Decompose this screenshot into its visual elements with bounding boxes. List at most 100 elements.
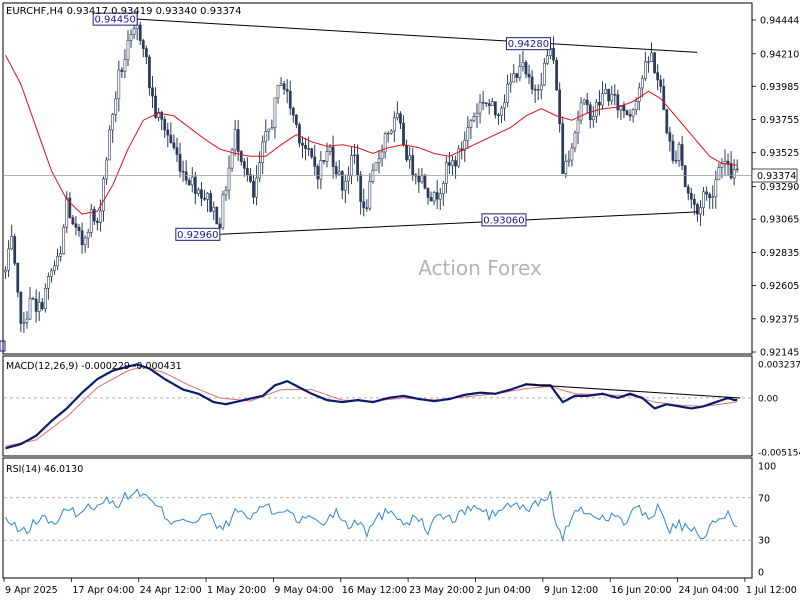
candle-body (524, 62, 528, 75)
candle-body (383, 133, 387, 153)
macd-tick-label: -0.005154 (758, 449, 800, 459)
candle-body (105, 159, 108, 180)
time-tick-label: 2 Jun 04:00 (476, 585, 530, 596)
macd-tick-label: 0.003237 (758, 361, 800, 371)
candle-body (720, 163, 724, 168)
candle-body (258, 162, 262, 179)
trendlines (137, 18, 698, 235)
candle-body (564, 161, 568, 174)
candle-body (662, 86, 666, 110)
candle-body (212, 206, 216, 212)
candle-body (74, 223, 78, 228)
candle-body (735, 168, 739, 171)
candle-body (539, 84, 543, 90)
candle-body (331, 146, 335, 167)
candle-body (144, 48, 148, 58)
candle-body (674, 160, 678, 162)
candle-body (628, 114, 632, 117)
candle-body (71, 217, 75, 225)
candle-body (102, 178, 105, 212)
candle-body (288, 90, 292, 109)
candle-body (595, 101, 598, 117)
candle-body (123, 59, 127, 72)
rsi-panel-border (2, 457, 753, 579)
candle-body (677, 144, 681, 161)
candle-body (322, 160, 326, 162)
candle-body (432, 192, 436, 202)
candle-body (141, 40, 145, 49)
candle-body (405, 145, 408, 161)
annotation-box (505, 37, 551, 51)
candle-body (374, 162, 378, 171)
candle-body (227, 167, 231, 191)
candle-body (206, 193, 209, 200)
candle-body (53, 265, 56, 272)
candle-body (343, 180, 347, 191)
candle-body (585, 99, 589, 106)
candle-body (4, 269, 7, 273)
candle-body (230, 149, 234, 169)
trendline-upper (137, 18, 698, 53)
moving-average-line (5, 54, 738, 215)
price-tick-label: 0.93290 (760, 182, 799, 193)
price-tick-label: 0.93755 (760, 115, 799, 126)
candle-body (423, 174, 427, 189)
candle-body (644, 61, 647, 79)
macd-lines (5, 363, 741, 450)
candle-body (438, 193, 442, 200)
candle-body (500, 107, 503, 116)
candle-body (466, 127, 470, 141)
candle-body (270, 127, 274, 130)
candle-body (579, 102, 583, 121)
candle-body (582, 99, 586, 104)
candle-body (22, 321, 26, 324)
annotation-box (481, 213, 527, 227)
macd-panel[interactable]: 0.003237 0.00 -0.005154 MACD(12,26,9) -0.0… (2, 355, 800, 459)
candle-body (417, 175, 421, 183)
candle-body (50, 270, 53, 277)
macd-tick-label: 0.00 (758, 394, 778, 404)
candle-body (255, 177, 258, 198)
candle-body (62, 226, 66, 254)
rsi-tick-label: 0 (758, 568, 764, 579)
candle-body (203, 198, 206, 200)
candle-body (353, 154, 356, 157)
candle-body (249, 174, 252, 182)
candle-body (567, 159, 571, 162)
candle-body (246, 168, 249, 175)
trendline-lower (219, 211, 698, 235)
candle-body (622, 105, 626, 112)
candle-body (732, 169, 736, 179)
candle-body (316, 166, 320, 180)
candle-body (598, 101, 601, 106)
candle-body (368, 181, 372, 209)
candle-body (506, 83, 509, 103)
candle-body (469, 120, 473, 128)
current-price-label: 0.93374 (757, 171, 796, 182)
candle-body (392, 117, 396, 132)
candle-body (34, 298, 38, 312)
candle-body (717, 167, 721, 181)
candle-body (576, 119, 580, 134)
candle-body (380, 151, 384, 160)
rsi-tick-label: 30 (758, 536, 770, 547)
candle-body (157, 111, 160, 118)
candle-body (252, 181, 255, 198)
candle-body (221, 194, 225, 229)
candle-body (616, 94, 620, 111)
time-x-axis: 9 Apr 2025 17 Apr 04:00 24 Apr 12:00 1 May … (3, 578, 797, 596)
rsi-panel[interactable]: 100 70 30 0 RSI(14) 46.0130 (2, 457, 776, 579)
candle-body (552, 47, 555, 61)
candle-body (200, 189, 203, 199)
candle-body (25, 318, 29, 323)
candle-body (668, 132, 672, 142)
candle-body (478, 102, 482, 114)
candle-body (475, 112, 479, 117)
time-tick-label: 24 Jun 04:00 (679, 585, 739, 596)
candle-body (493, 101, 497, 116)
candle-body (282, 83, 286, 90)
candle-body (340, 171, 344, 191)
candle-body (536, 89, 540, 91)
time-tick-label: 9 Jun 12:00 (544, 585, 598, 596)
price-panel[interactable]: 0.94444 0.94210 0.93985 0.93755 0.93525 0.932… (0, 2, 799, 359)
